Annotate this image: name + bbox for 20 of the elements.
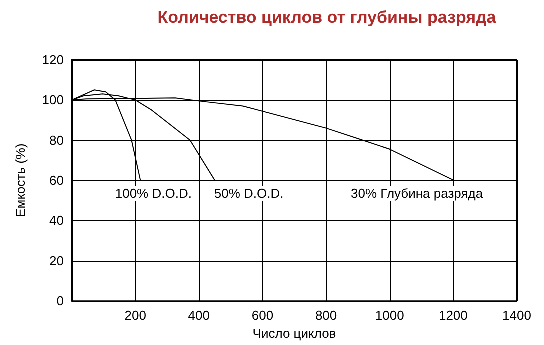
chart-title: Количество циклов от глубины разряда: [158, 8, 497, 27]
y-tick-label: 40: [50, 213, 64, 228]
x-tick-label: 1200: [438, 308, 468, 324]
x-tick-label: 600: [252, 308, 274, 324]
x-tick-label: 800: [315, 308, 338, 324]
y-tick-label: 0: [56, 294, 64, 309]
y-tick-label: 80: [50, 132, 64, 148]
x-axis-title: Число циклов: [252, 326, 336, 341]
text: 30% Глубина разряда: [351, 186, 484, 202]
y-tick-label: 60: [50, 173, 64, 188]
y-axis-title: Емкость (%): [13, 144, 28, 218]
series-label: 50% D.O.D.: [214, 186, 284, 202]
y-tick-label: 20: [50, 253, 64, 268]
y-tick-label: 100: [42, 92, 64, 108]
x-tick-label: 1400: [502, 308, 532, 324]
x-tick-label: 1000: [375, 308, 404, 324]
series-label: 100% D.O.D.: [115, 186, 192, 202]
y-tick-label: 120: [42, 52, 64, 68]
x-tick-label: 200: [124, 308, 146, 324]
x-tick-label: 400: [188, 308, 210, 324]
